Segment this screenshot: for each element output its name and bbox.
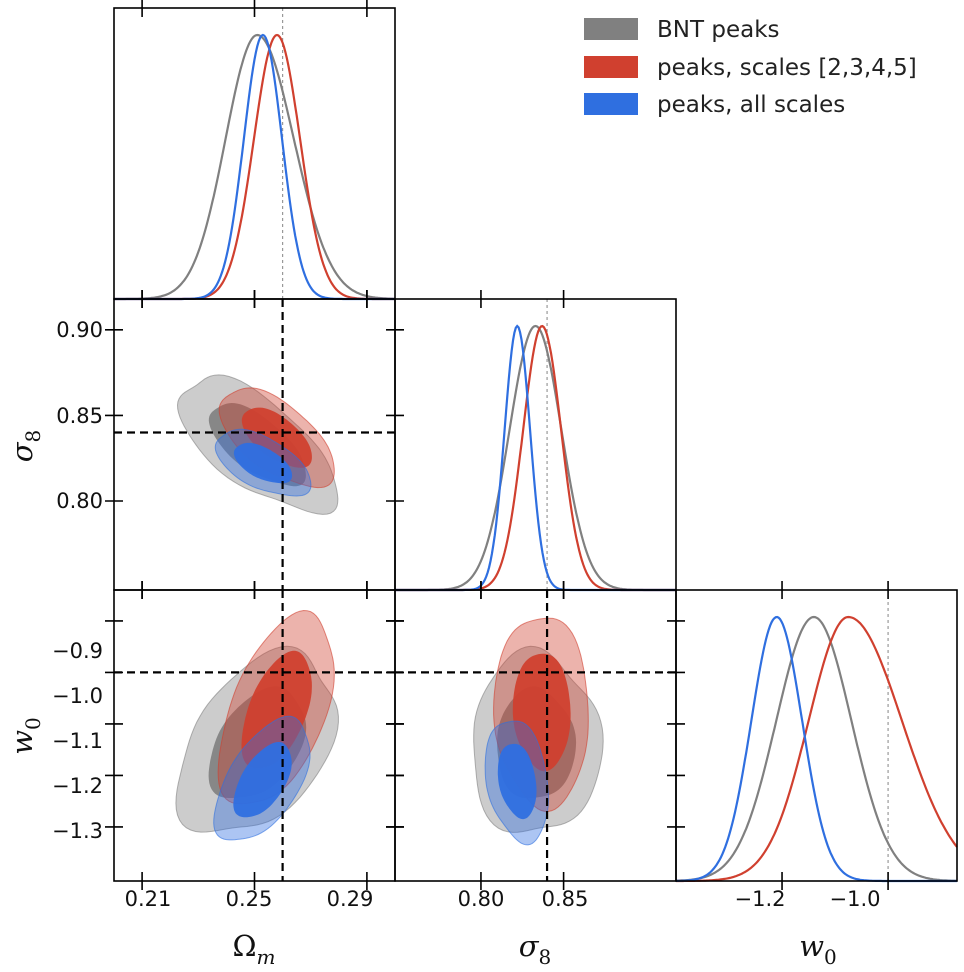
legend-label-all: peaks, all scales: [657, 92, 845, 118]
contour-68-2-omega_m-w_0: [233, 742, 292, 818]
y-label-w0: w0: [5, 717, 45, 755]
x-label-sigma-8: σ8: [519, 929, 552, 969]
contour-68-2-sigma_8-w_0: [497, 743, 537, 820]
marginal-curve-w_0-0: [675, 615, 957, 882]
y-label-sigma-8: σ8: [5, 430, 45, 463]
x-tick-w0-0: −1.2: [735, 887, 786, 911]
x-tick-omega-2: 0.29: [327, 887, 374, 911]
legend-label-scales: peaks, scales [2,3,4,5]: [657, 55, 917, 81]
panel-w0-marginal: [675, 590, 958, 883]
x-label-omega-m: Ωm: [232, 929, 275, 969]
panel-sigma-8-w0: [395, 590, 676, 881]
marginal-curve-omega_m-1: [114, 33, 395, 301]
y-tick-w0-1: −1.2: [52, 774, 103, 798]
x-label-w0: w0: [799, 929, 837, 969]
tick-marks: [105, 0, 889, 890]
y-tick-labels: 0.80 0.85 0.90 −1.3 −1.2 −1.1 −1.0 −0.9: [52, 318, 103, 843]
frame-0-0: [113, 7, 396, 300]
frame-2-2: [675, 589, 958, 882]
marginal-curve-omega_m-0: [114, 33, 395, 301]
y-tick-w0-3: −1.0: [52, 684, 103, 708]
y-tick-w0-2: −1.1: [52, 729, 103, 753]
y-tick-w0-4: −0.9: [52, 639, 103, 663]
x-tick-omega-1: 0.25: [226, 887, 273, 911]
y-tick-sigma-2: 0.90: [56, 318, 103, 342]
legend-label-bnt: BNT peaks: [657, 17, 780, 43]
contour-68-1-omega_m-w_0: [241, 650, 312, 769]
panel-omega-m-w0: [114, 590, 395, 881]
x-tick-sigma-0: 0.80: [458, 887, 505, 911]
marginal-curve-w_0-2: [676, 615, 957, 883]
y-tick-w0-0: −1.3: [52, 819, 103, 843]
legend-swatch-bnt: [584, 18, 638, 40]
panel-omega-m-sigma-8: [114, 299, 395, 590]
contour-68-1-omega_m-sigma_8: [241, 407, 312, 468]
marginal-curve-w_0-1: [676, 615, 958, 883]
x-tick-omega-0: 0.21: [125, 887, 172, 911]
contour-68-1-sigma_8-w_0: [512, 653, 571, 772]
x-tick-sigma-1: 0.85: [542, 887, 589, 911]
x-tick-w0-1: −1.0: [830, 887, 881, 911]
legend-swatch-scales: [584, 56, 638, 78]
marginal-curve-sigma_8-0: [395, 324, 676, 592]
marginal-curve-sigma_8-1: [395, 324, 676, 592]
panel-omega-m-marginal: [114, 8, 395, 301]
y-tick-sigma-1: 0.85: [56, 404, 103, 428]
contour-68-2-omega_m-sigma_8: [233, 442, 293, 484]
x-tick-labels: 0.21 0.25 0.29 0.80 0.85 −1.2 −1.0: [125, 887, 881, 911]
legend: BNT peaks peaks, scales [2,3,4,5] peaks,…: [584, 17, 917, 118]
legend-swatch-all: [584, 93, 638, 115]
panel-sigma-8-marginal: [395, 299, 676, 592]
marginal-curve-sigma_8-2: [395, 324, 676, 592]
y-tick-sigma-0: 0.80: [56, 489, 103, 513]
marginal-curve-omega_m-2: [114, 33, 395, 301]
